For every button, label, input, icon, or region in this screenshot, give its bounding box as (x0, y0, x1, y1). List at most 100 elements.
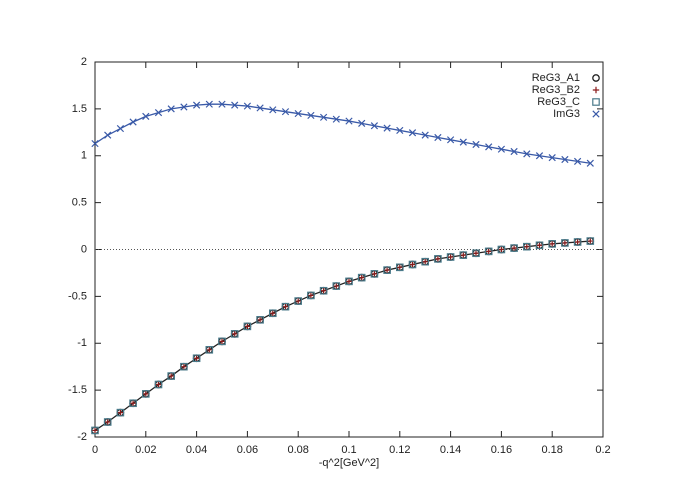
point (167, 372, 176, 380)
point (549, 240, 556, 248)
point (218, 338, 226, 345)
marker (231, 330, 238, 338)
marker (510, 147, 518, 156)
marker (497, 245, 506, 254)
point (319, 113, 328, 121)
marker (484, 247, 493, 256)
point (497, 145, 506, 153)
y-tick-label: 2 (81, 56, 87, 68)
marker (307, 291, 315, 300)
marker (332, 115, 340, 123)
point (192, 354, 201, 363)
marker (332, 282, 341, 290)
marker (434, 133, 442, 142)
marker (357, 273, 366, 282)
point (396, 264, 403, 271)
point (319, 286, 328, 295)
point (358, 274, 365, 281)
marker (243, 322, 252, 331)
point (192, 101, 201, 109)
marker (383, 124, 391, 132)
marker (294, 297, 303, 305)
x-tick-label: 0 (92, 444, 98, 456)
point (446, 253, 455, 261)
marker (485, 143, 493, 151)
point (269, 106, 277, 114)
point (484, 247, 493, 256)
marker (396, 126, 404, 135)
point (523, 150, 531, 158)
point (155, 381, 162, 388)
marker (370, 270, 379, 278)
marker (408, 260, 417, 269)
marker (383, 266, 391, 274)
marker (592, 98, 600, 106)
marker (548, 154, 556, 162)
marker (281, 302, 290, 311)
marker (548, 240, 557, 248)
point (548, 154, 556, 162)
marker (243, 102, 252, 110)
marker (205, 100, 213, 108)
marker (244, 323, 251, 330)
point (535, 152, 544, 160)
marker (193, 355, 200, 362)
point (421, 131, 429, 139)
point (269, 310, 276, 317)
y-tick-label: 0.5 (72, 197, 87, 209)
point (408, 129, 417, 137)
marker (472, 249, 480, 258)
point (383, 124, 391, 132)
marker (472, 140, 480, 149)
point (104, 131, 112, 139)
marker (295, 297, 302, 305)
series-line (94, 240, 591, 431)
point (434, 255, 442, 263)
point (472, 250, 480, 257)
marker (116, 124, 125, 133)
y-tick-label: -2 (77, 431, 87, 443)
point (459, 251, 468, 259)
point (497, 245, 506, 254)
point (434, 255, 442, 263)
point (592, 110, 600, 118)
legend-label: ReG3_C (537, 96, 580, 108)
marker (574, 238, 581, 246)
point (522, 242, 531, 251)
y-tick-label: -0.5 (68, 290, 87, 302)
marker (434, 255, 442, 263)
marker (549, 240, 556, 248)
point (472, 140, 480, 149)
point (472, 249, 480, 258)
point (218, 100, 226, 108)
marker (167, 372, 176, 380)
marker (459, 138, 467, 146)
marker (535, 241, 544, 250)
x-tick-label: 0.1 (341, 444, 356, 456)
point (142, 390, 150, 398)
marker (129, 400, 137, 407)
x-tick-label: 0.14 (440, 444, 461, 456)
series-line (94, 103, 591, 164)
point (586, 159, 594, 167)
marker (370, 122, 379, 130)
point (357, 273, 366, 282)
marker (459, 251, 468, 259)
y-tick-label: -1 (77, 337, 87, 349)
marker (103, 418, 112, 426)
marker (192, 101, 201, 109)
marker (510, 244, 518, 252)
marker (447, 253, 454, 261)
point (244, 323, 251, 330)
marker (282, 303, 289, 310)
marker (129, 118, 137, 126)
marker (104, 131, 112, 139)
point (345, 117, 353, 125)
marker (256, 316, 264, 324)
legend-label: ReG3_B2 (532, 84, 580, 96)
point (523, 243, 530, 250)
marker (345, 117, 353, 125)
marker (586, 159, 594, 167)
point (256, 316, 264, 324)
